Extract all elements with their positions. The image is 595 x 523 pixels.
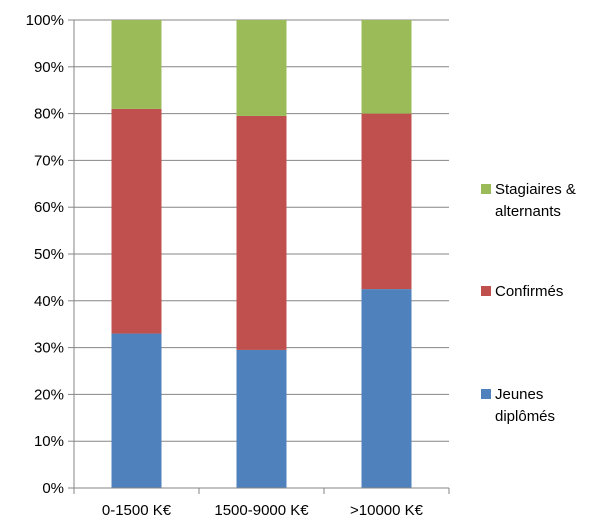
y-tick-label: 70%	[34, 152, 64, 169]
x-axis-ticks: 0-1500 K€ 1500-9000 K€ >10000 K€	[73, 488, 450, 519]
bar-stagiaires-alternants-1	[236, 20, 287, 116]
legend-label-confirm-s: Confirmés	[495, 283, 563, 300]
bar-confirm-s-0	[111, 108, 162, 334]
y-tick-label: 100%	[26, 12, 64, 29]
bar-confirm-s-1	[236, 115, 287, 350]
y-tick-label: 80%	[34, 106, 64, 123]
bar-jeunes-dipl-m-s-2	[361, 289, 412, 488]
bar-stagiaires-alternants-0	[111, 20, 162, 109]
y-tick-label: 20%	[34, 386, 64, 403]
bar-jeunes-dipl-m-s-1	[236, 349, 287, 488]
y-tick-label: 30%	[34, 340, 64, 357]
y-tick-label: 90%	[34, 59, 64, 76]
legend: Stagiaires & alternants Confirmés Jeunes dip…	[481, 181, 576, 425]
bar-jeunes-dipl-m-s-0	[111, 333, 162, 488]
legend-swatch-stagiaires-alternants	[481, 184, 491, 194]
y-tick-label: 50%	[34, 246, 64, 263]
legend-swatch-jeunes-dipl-m-s	[481, 389, 491, 399]
legend-label-jeunes-dipl-m-s: Jeunes diplômés	[495, 386, 555, 425]
x-tick-label: >10000 K€	[350, 502, 424, 519]
bar-confirm-s-2	[361, 113, 412, 290]
x-tick-label: 1500-9000 K€	[214, 502, 309, 519]
bar-stagiaires-alternants-2	[361, 20, 412, 114]
legend-label-stagiaires-alternants: Stagiaires & alternants	[495, 181, 576, 220]
y-axis-ticks: 0% 10% 20% 30% 40% 50% 60% 70% 80% 90% 100%	[26, 12, 74, 497]
y-tick-label: 0%	[42, 480, 64, 497]
x-tick-label: 0-1500 K€	[102, 502, 172, 519]
y-tick-label: 40%	[34, 293, 64, 310]
legend-swatch-confirm-s	[481, 286, 491, 296]
y-tick-label: 10%	[34, 433, 64, 450]
bars	[111, 20, 412, 488]
y-tick-label: 60%	[34, 199, 64, 216]
